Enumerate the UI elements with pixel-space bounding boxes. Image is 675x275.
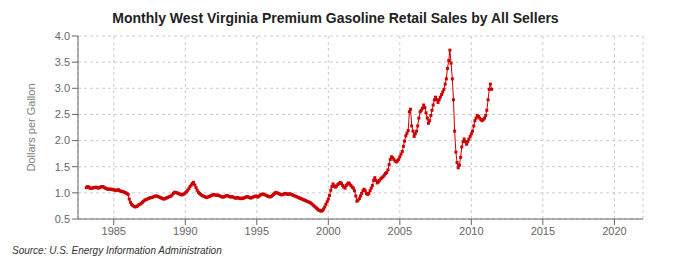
svg-text:Dollars per Gallon: Dollars per Gallon [25, 83, 37, 171]
svg-text:1.5: 1.5 [55, 161, 70, 173]
svg-text:0.5: 0.5 [55, 213, 70, 225]
svg-text:1995: 1995 [245, 225, 269, 237]
svg-text:1985: 1985 [102, 225, 126, 237]
svg-text:4.0: 4.0 [55, 30, 70, 42]
svg-text:2.5: 2.5 [55, 108, 70, 120]
svg-text:2000: 2000 [316, 225, 340, 237]
svg-text:2015: 2015 [531, 225, 555, 237]
html-text:Monthly West Virginia Premium: Monthly West Virginia Premium Gasoline R… [112, 10, 559, 26]
svg-text:1990: 1990 [173, 225, 197, 237]
svg-text:3.0: 3.0 [55, 82, 70, 94]
html-text:Source: U.S. Energy Informatio: Source: U.S. Energy Information Administ… [12, 245, 222, 256]
svg-text:2010: 2010 [459, 225, 483, 237]
svg-text:1.0: 1.0 [55, 187, 70, 199]
svg-text:2020: 2020 [602, 225, 626, 237]
svg-text:2005: 2005 [388, 225, 412, 237]
svg-text:2.0: 2.0 [55, 134, 70, 146]
svg-text:3.5: 3.5 [55, 56, 70, 68]
